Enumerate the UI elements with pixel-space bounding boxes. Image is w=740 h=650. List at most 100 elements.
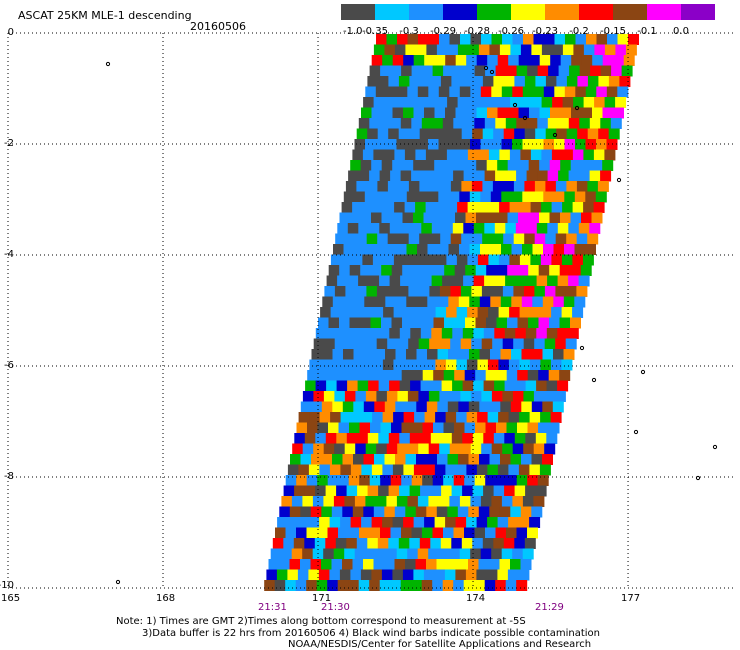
swath-cell <box>465 265 477 276</box>
swath-cell <box>349 422 360 434</box>
swath-cell <box>334 286 346 297</box>
swath-cell <box>341 307 353 318</box>
swath-cell <box>285 580 297 591</box>
swath-cell <box>478 559 490 570</box>
swath-cell <box>550 55 562 66</box>
swath-cell <box>384 97 396 108</box>
swath-cell <box>454 317 466 329</box>
swath-cell <box>377 128 389 140</box>
swath-cell <box>352 149 364 161</box>
swath-cell <box>410 223 422 234</box>
swath-cell <box>406 296 418 308</box>
swath-cell <box>268 559 280 570</box>
swath-cell <box>402 265 414 276</box>
swath-cell <box>374 296 386 308</box>
swath-cell <box>379 170 391 182</box>
swath-cell <box>304 485 316 497</box>
swath-cell <box>557 223 569 234</box>
swath-cell <box>306 580 318 591</box>
swath-cell <box>395 349 407 360</box>
swath-cell <box>532 191 544 203</box>
swath-cell <box>321 506 333 518</box>
swath-cell <box>443 422 455 434</box>
swath-cell <box>520 44 532 56</box>
swath-cell <box>285 527 297 539</box>
swath-cell <box>365 86 377 98</box>
swath-cell <box>508 517 520 528</box>
swath-cell <box>476 55 488 66</box>
swath-cell <box>396 191 408 203</box>
swath-cell <box>323 443 335 455</box>
swath-cell <box>518 55 530 66</box>
swath-cell <box>443 370 455 381</box>
swath-cell <box>379 275 391 287</box>
swath-cell <box>424 359 436 371</box>
swath-cell <box>377 181 389 192</box>
swath-cell <box>459 191 471 203</box>
swath-cell <box>338 475 350 486</box>
swath-cell <box>439 391 451 402</box>
swath-cell <box>302 443 314 455</box>
swath-cell <box>583 97 595 108</box>
swath-cell <box>449 443 461 455</box>
swath-cell <box>470 496 482 507</box>
swath-cell <box>574 296 586 308</box>
swath-cell <box>525 328 537 339</box>
swath-cell <box>466 55 478 66</box>
swath-cell <box>393 307 405 318</box>
swath-cell <box>440 181 452 192</box>
swath-cell <box>466 359 478 371</box>
swath-cell <box>446 149 458 161</box>
swath-cell <box>363 97 375 108</box>
swath-cell <box>421 118 433 129</box>
swath-cell <box>405 44 417 56</box>
swath-cell <box>589 118 601 129</box>
swath-cell <box>508 107 519 119</box>
swath-cell <box>478 202 490 213</box>
swath-cell <box>501 548 513 560</box>
swath-cell <box>585 86 597 98</box>
swath-cell <box>515 223 527 234</box>
swath-cell <box>456 359 468 371</box>
swath-cell <box>600 65 612 77</box>
swath-cell <box>441 433 453 444</box>
swath-cell <box>528 160 540 171</box>
swath-cell <box>405 97 417 108</box>
swath-cell <box>375 244 386 255</box>
swath-cell <box>390 65 402 77</box>
swath-cell <box>349 265 361 276</box>
swath-cell <box>517 317 529 329</box>
swath-cell <box>297 569 309 581</box>
swath-cell <box>554 391 566 402</box>
swath-cell <box>462 485 474 497</box>
swath-cell <box>549 160 561 171</box>
swath-cell <box>591 160 603 171</box>
swath-cell <box>495 170 507 182</box>
swath-cell <box>481 443 493 455</box>
swath-cell <box>598 128 610 140</box>
swath-cell <box>408 338 420 350</box>
swath-cell <box>537 475 549 486</box>
swath-cell <box>321 454 333 465</box>
swath-cell <box>401 65 413 77</box>
swath-cell <box>457 149 469 161</box>
swath-cell <box>406 191 418 203</box>
swath-cell <box>511 349 522 360</box>
swath-cell <box>505 223 517 234</box>
swath-cell <box>574 191 586 203</box>
swath-cell <box>345 181 357 192</box>
swath-cell <box>370 317 382 329</box>
swath-cell <box>332 296 344 308</box>
swath-cell <box>481 338 493 350</box>
swath-cell <box>529 359 541 371</box>
swath-cell <box>550 359 562 371</box>
swath-cell <box>468 97 480 108</box>
swath-cell <box>373 97 385 108</box>
swath-cell <box>483 433 495 444</box>
legend-label: -0.35 <box>362 26 388 37</box>
swath-cell <box>592 55 604 66</box>
swath-cell <box>411 170 423 182</box>
island-mark <box>633 429 639 435</box>
swath-cell <box>560 160 572 171</box>
